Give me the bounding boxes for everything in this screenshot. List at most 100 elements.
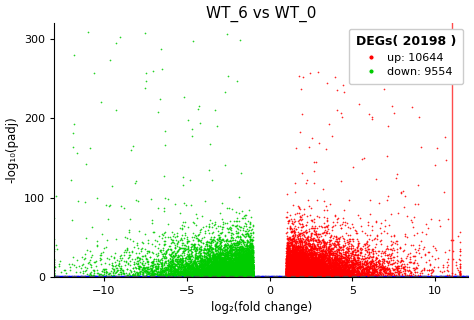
Point bbox=[249, 270, 256, 276]
Point bbox=[246, 263, 254, 268]
Point bbox=[215, 270, 223, 276]
Point bbox=[211, 266, 219, 271]
Point bbox=[171, 272, 179, 277]
Point bbox=[287, 274, 294, 279]
Point bbox=[121, 274, 129, 279]
Point bbox=[290, 273, 297, 278]
Point bbox=[172, 251, 179, 256]
Point bbox=[211, 246, 219, 251]
Point bbox=[245, 263, 253, 268]
Point bbox=[231, 262, 239, 267]
Point bbox=[213, 272, 221, 277]
Point bbox=[299, 266, 307, 271]
Point bbox=[292, 271, 300, 276]
Point bbox=[437, 274, 444, 279]
Point bbox=[292, 272, 299, 277]
Point bbox=[340, 266, 347, 271]
Point bbox=[319, 274, 326, 279]
Point bbox=[271, 274, 279, 279]
Point bbox=[299, 272, 306, 277]
Point bbox=[227, 264, 234, 269]
Point bbox=[216, 262, 223, 267]
Point bbox=[241, 266, 249, 271]
Point bbox=[427, 274, 434, 279]
Point bbox=[207, 274, 215, 279]
Point bbox=[290, 270, 298, 275]
Point bbox=[241, 270, 248, 275]
Point bbox=[316, 271, 324, 276]
Point bbox=[248, 274, 256, 279]
Point bbox=[307, 266, 314, 271]
Point bbox=[131, 270, 139, 275]
Point bbox=[239, 263, 246, 268]
Point bbox=[286, 260, 293, 265]
Point bbox=[294, 269, 302, 275]
Point bbox=[383, 273, 391, 278]
Point bbox=[229, 270, 237, 275]
Point bbox=[303, 267, 311, 272]
Point bbox=[211, 254, 219, 260]
Point bbox=[339, 267, 346, 272]
Point bbox=[464, 274, 472, 279]
Point bbox=[168, 274, 176, 279]
Point bbox=[364, 274, 372, 279]
Point bbox=[310, 259, 318, 264]
Point bbox=[241, 263, 249, 268]
Point bbox=[242, 274, 249, 279]
Point bbox=[181, 273, 189, 278]
Point bbox=[303, 262, 310, 267]
Point bbox=[246, 260, 254, 265]
Point bbox=[225, 268, 232, 273]
Point bbox=[302, 257, 310, 262]
Point bbox=[53, 274, 61, 279]
Point bbox=[354, 249, 362, 254]
Point bbox=[413, 274, 421, 279]
Point bbox=[197, 262, 204, 267]
Point bbox=[306, 266, 313, 271]
Point bbox=[219, 272, 226, 277]
Point bbox=[241, 248, 249, 253]
Point bbox=[283, 270, 291, 276]
Point bbox=[201, 268, 209, 273]
Point bbox=[222, 270, 230, 275]
Point bbox=[228, 270, 236, 275]
Point bbox=[299, 271, 307, 276]
Point bbox=[311, 268, 319, 273]
Point bbox=[314, 261, 322, 267]
Point bbox=[163, 274, 170, 279]
Point bbox=[214, 271, 221, 276]
Point bbox=[369, 273, 377, 278]
Point bbox=[326, 274, 333, 279]
Point bbox=[318, 273, 325, 278]
Point bbox=[370, 258, 377, 263]
Point bbox=[307, 247, 315, 252]
Point bbox=[217, 272, 224, 277]
Point bbox=[137, 274, 145, 279]
Point bbox=[213, 266, 221, 271]
Point bbox=[247, 263, 255, 268]
Point bbox=[383, 274, 390, 279]
Point bbox=[243, 273, 251, 278]
Point bbox=[330, 268, 337, 273]
Point bbox=[344, 262, 351, 267]
Point bbox=[237, 261, 244, 266]
Point bbox=[213, 260, 221, 265]
Point bbox=[459, 273, 467, 278]
Point bbox=[212, 274, 219, 279]
Point bbox=[312, 268, 319, 273]
Point bbox=[247, 273, 255, 278]
Point bbox=[241, 245, 248, 250]
Point bbox=[310, 241, 318, 246]
Point bbox=[292, 263, 300, 268]
Point bbox=[287, 271, 294, 276]
Point bbox=[121, 274, 129, 279]
Point bbox=[228, 269, 235, 274]
Point bbox=[297, 271, 304, 276]
Point bbox=[285, 267, 293, 272]
Point bbox=[66, 265, 73, 270]
Point bbox=[284, 264, 292, 269]
Point bbox=[312, 237, 319, 243]
Point bbox=[220, 264, 228, 269]
Point bbox=[247, 249, 255, 254]
Point bbox=[295, 270, 303, 275]
